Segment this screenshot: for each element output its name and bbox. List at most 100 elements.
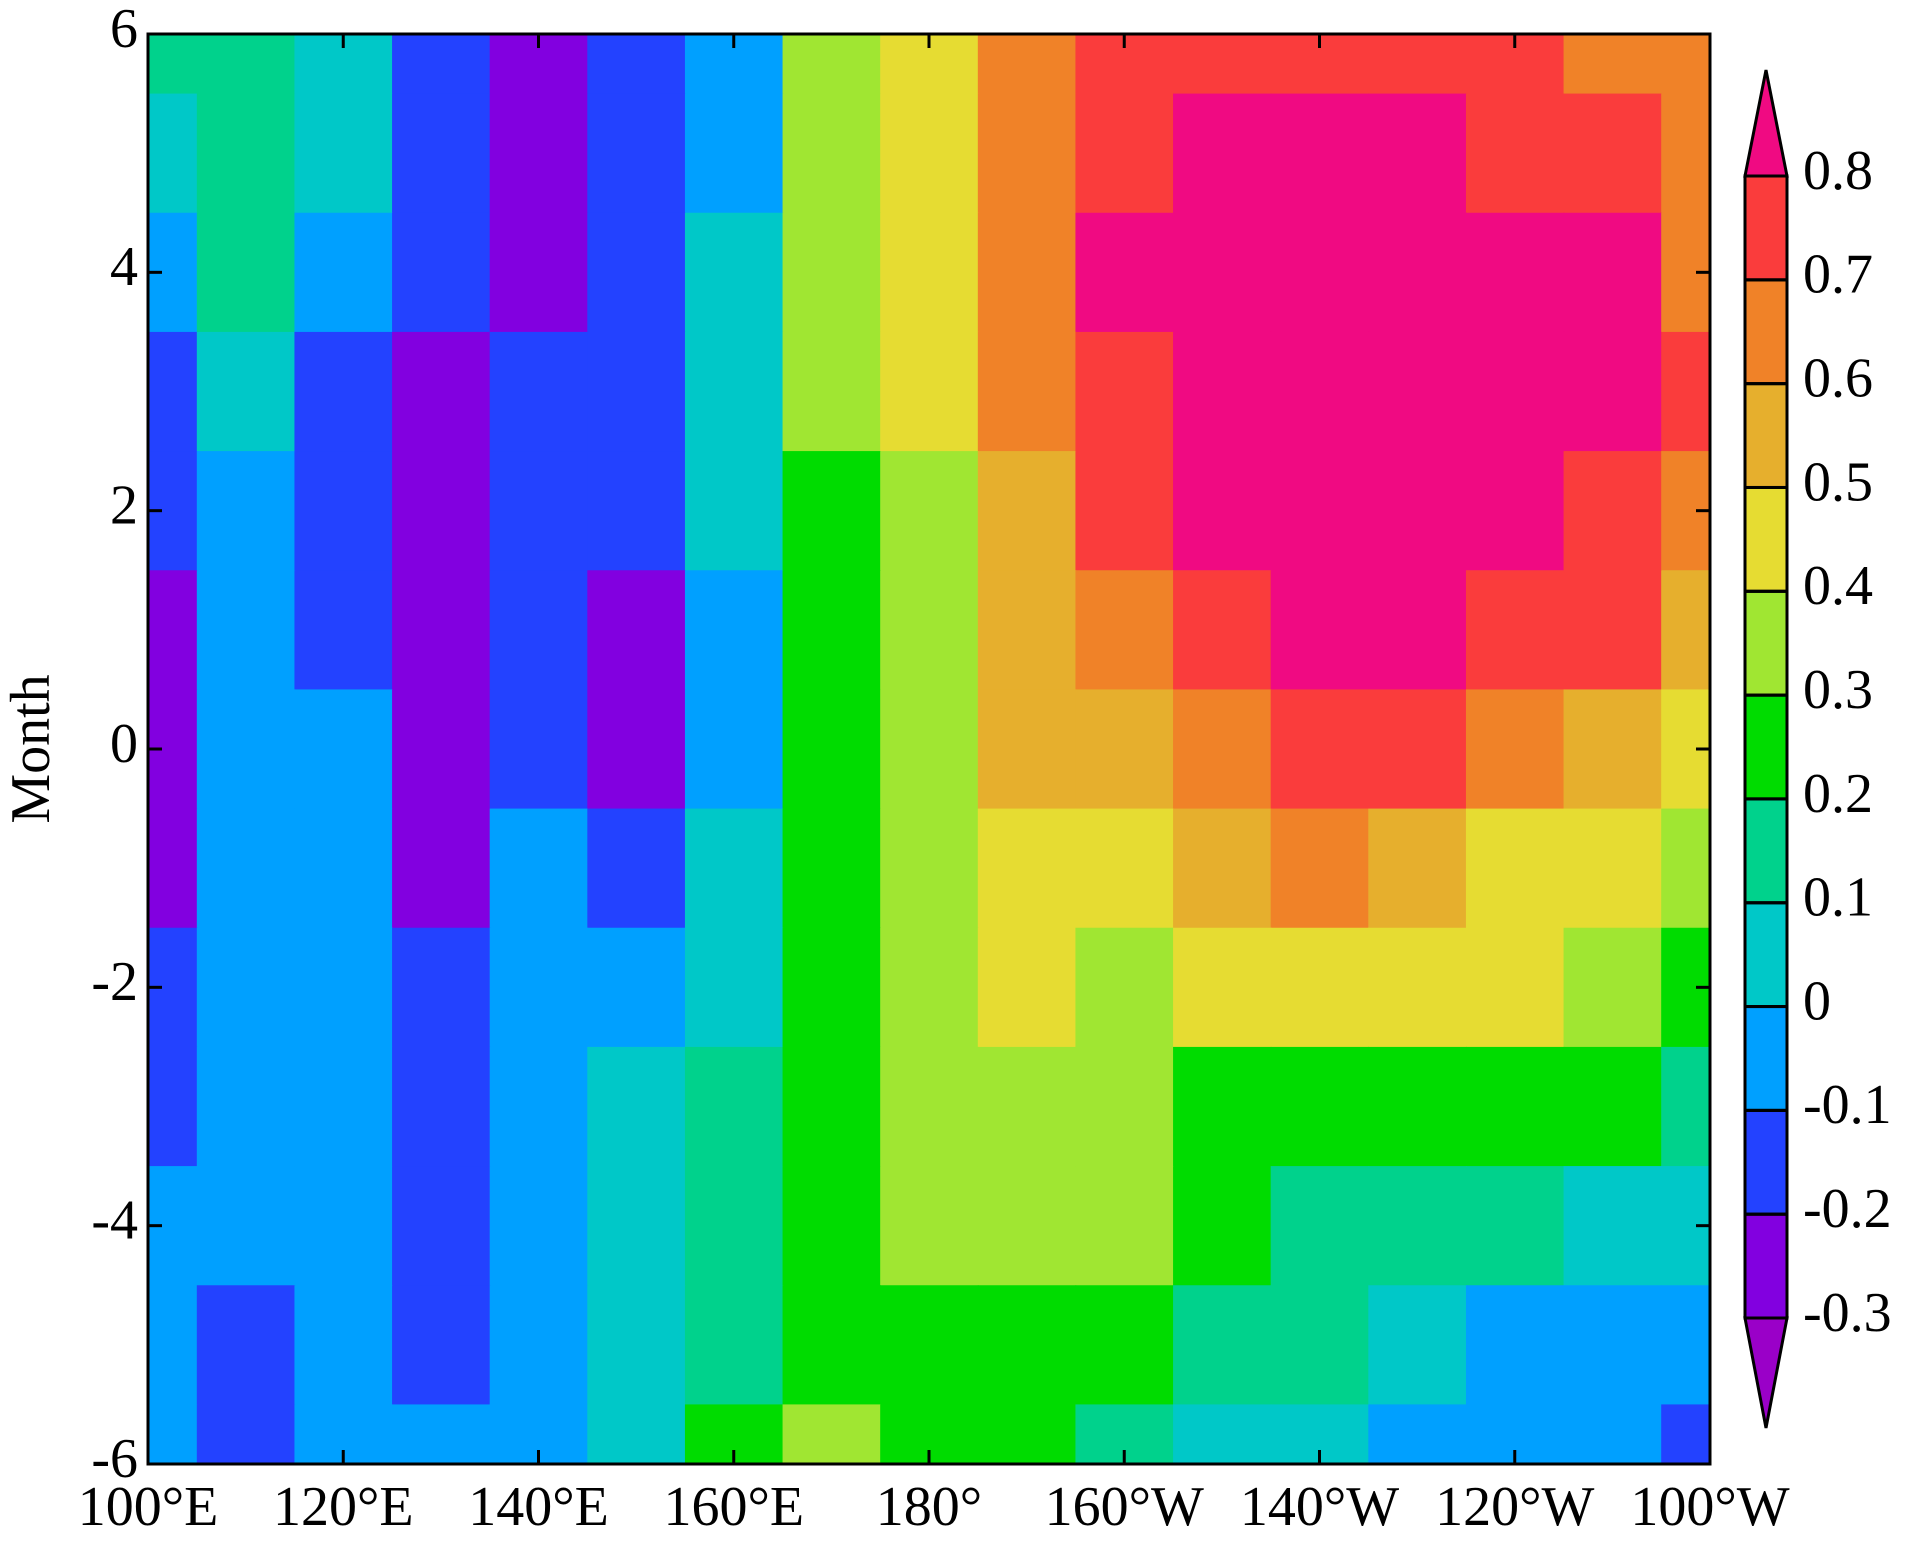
- field: [148, 34, 1710, 1464]
- colorbar-segment: [1743, 1108, 1789, 1216]
- field-cell: [977, 331, 1077, 452]
- field-cell: [148, 1046, 198, 1167]
- field-cell: [977, 93, 1077, 214]
- field-cell: [880, 212, 979, 333]
- field-cell: [880, 570, 979, 691]
- field-cell: [1173, 570, 1272, 691]
- field-cell: [489, 1166, 589, 1287]
- field-cell: [1368, 93, 1467, 214]
- field-cell: [880, 927, 979, 1048]
- field-cell: [1173, 93, 1272, 214]
- colorbar-segment: [1743, 485, 1789, 593]
- field-cell: [977, 927, 1077, 1048]
- y-tick-label: -4: [91, 1190, 138, 1252]
- field-cell: [148, 331, 198, 452]
- y-tick-label: 2: [110, 475, 138, 537]
- field-cell: [1563, 451, 1662, 572]
- field-cell: [1270, 451, 1370, 572]
- field-cell: [880, 93, 979, 214]
- x-tick-label: 100°W: [1630, 1476, 1789, 1538]
- field-cell: [489, 93, 589, 214]
- field-cell: [1075, 1046, 1174, 1167]
- field-cell: [196, 451, 296, 572]
- field-cell: [1270, 808, 1370, 929]
- field-cell: [1368, 331, 1467, 452]
- x-tick-label: 160°W: [1045, 1476, 1204, 1538]
- field-cell: [1465, 93, 1565, 214]
- field-cell: [1368, 927, 1467, 1048]
- field-cell: [587, 927, 686, 1048]
- field-cell: [148, 93, 198, 214]
- field-cell: [1075, 451, 1174, 572]
- field-cell: [1173, 927, 1272, 1048]
- field-cell: [1173, 451, 1272, 572]
- field-cell: [782, 927, 881, 1048]
- field-cell: [880, 1285, 979, 1406]
- field-cell: [684, 689, 784, 810]
- colorbar-label: 0.7: [1803, 244, 1873, 306]
- x-tick-label: 140°E: [468, 1476, 609, 1538]
- colorbar-segment: [1743, 901, 1789, 1009]
- field-cell: [1075, 331, 1174, 452]
- field-cell: [1270, 1046, 1370, 1167]
- field-cell: [587, 1166, 686, 1287]
- field-cell: [1465, 570, 1565, 691]
- field-cell: [196, 34, 296, 95]
- field-cell: [148, 1285, 198, 1406]
- field-cell: [1661, 808, 1710, 929]
- field-cell: [1661, 93, 1710, 214]
- field-cell: [1368, 212, 1467, 333]
- field-cell: [294, 93, 393, 214]
- field-cell: [1173, 808, 1272, 929]
- field-cell: [392, 1285, 491, 1406]
- field-cell: [684, 1046, 784, 1167]
- field-cell: [294, 689, 393, 810]
- field-cell: [587, 1046, 686, 1167]
- colorbar-segment: [1743, 1212, 1789, 1320]
- field-cell: [294, 1285, 393, 1406]
- field-cell: [1368, 1166, 1467, 1287]
- field-cell: [587, 808, 686, 929]
- field-cell: [1465, 808, 1565, 929]
- field-cell: [1368, 34, 1467, 95]
- colorbar-segment: [1743, 1005, 1789, 1112]
- field-cell: [684, 1285, 784, 1406]
- field-cell: [684, 331, 784, 452]
- field-cell: [1661, 1285, 1710, 1406]
- field-cell: [1661, 1046, 1710, 1167]
- field-cell: [684, 927, 784, 1048]
- y-tick-label: -6: [91, 1428, 138, 1490]
- field-cell: [880, 689, 979, 810]
- field-cell: [392, 93, 491, 214]
- field-cell: [1563, 1166, 1662, 1287]
- field-cell: [392, 927, 491, 1048]
- field-cell: [148, 570, 198, 691]
- field-cell: [684, 570, 784, 691]
- field-cell: [1368, 1046, 1467, 1167]
- field-cell: [392, 34, 491, 95]
- field-cell: [782, 331, 881, 452]
- field-cell: [1173, 689, 1272, 810]
- field-cell: [880, 1046, 979, 1167]
- field-cell: [294, 451, 393, 572]
- field-cell: [489, 570, 589, 691]
- field-cell: [392, 1166, 491, 1287]
- field-cell: [1173, 331, 1272, 452]
- y-axis-label: Month: [0, 674, 62, 823]
- x-tick-label: 100°E: [78, 1476, 219, 1538]
- field-cell: [977, 1404, 1077, 1464]
- field-cell: [489, 1046, 589, 1167]
- field-cell: [587, 689, 686, 810]
- field-cell: [392, 570, 491, 691]
- field-cell: [196, 1404, 296, 1464]
- field-cell: [1270, 570, 1370, 691]
- field-cell: [196, 570, 296, 691]
- field-cell: [1368, 689, 1467, 810]
- field-cell: [1465, 689, 1565, 810]
- y-tick-label: 6: [110, 0, 138, 60]
- field-cell: [880, 808, 979, 929]
- field-cell: [782, 570, 881, 691]
- field-cell: [1465, 451, 1565, 572]
- field-cell: [1075, 212, 1174, 333]
